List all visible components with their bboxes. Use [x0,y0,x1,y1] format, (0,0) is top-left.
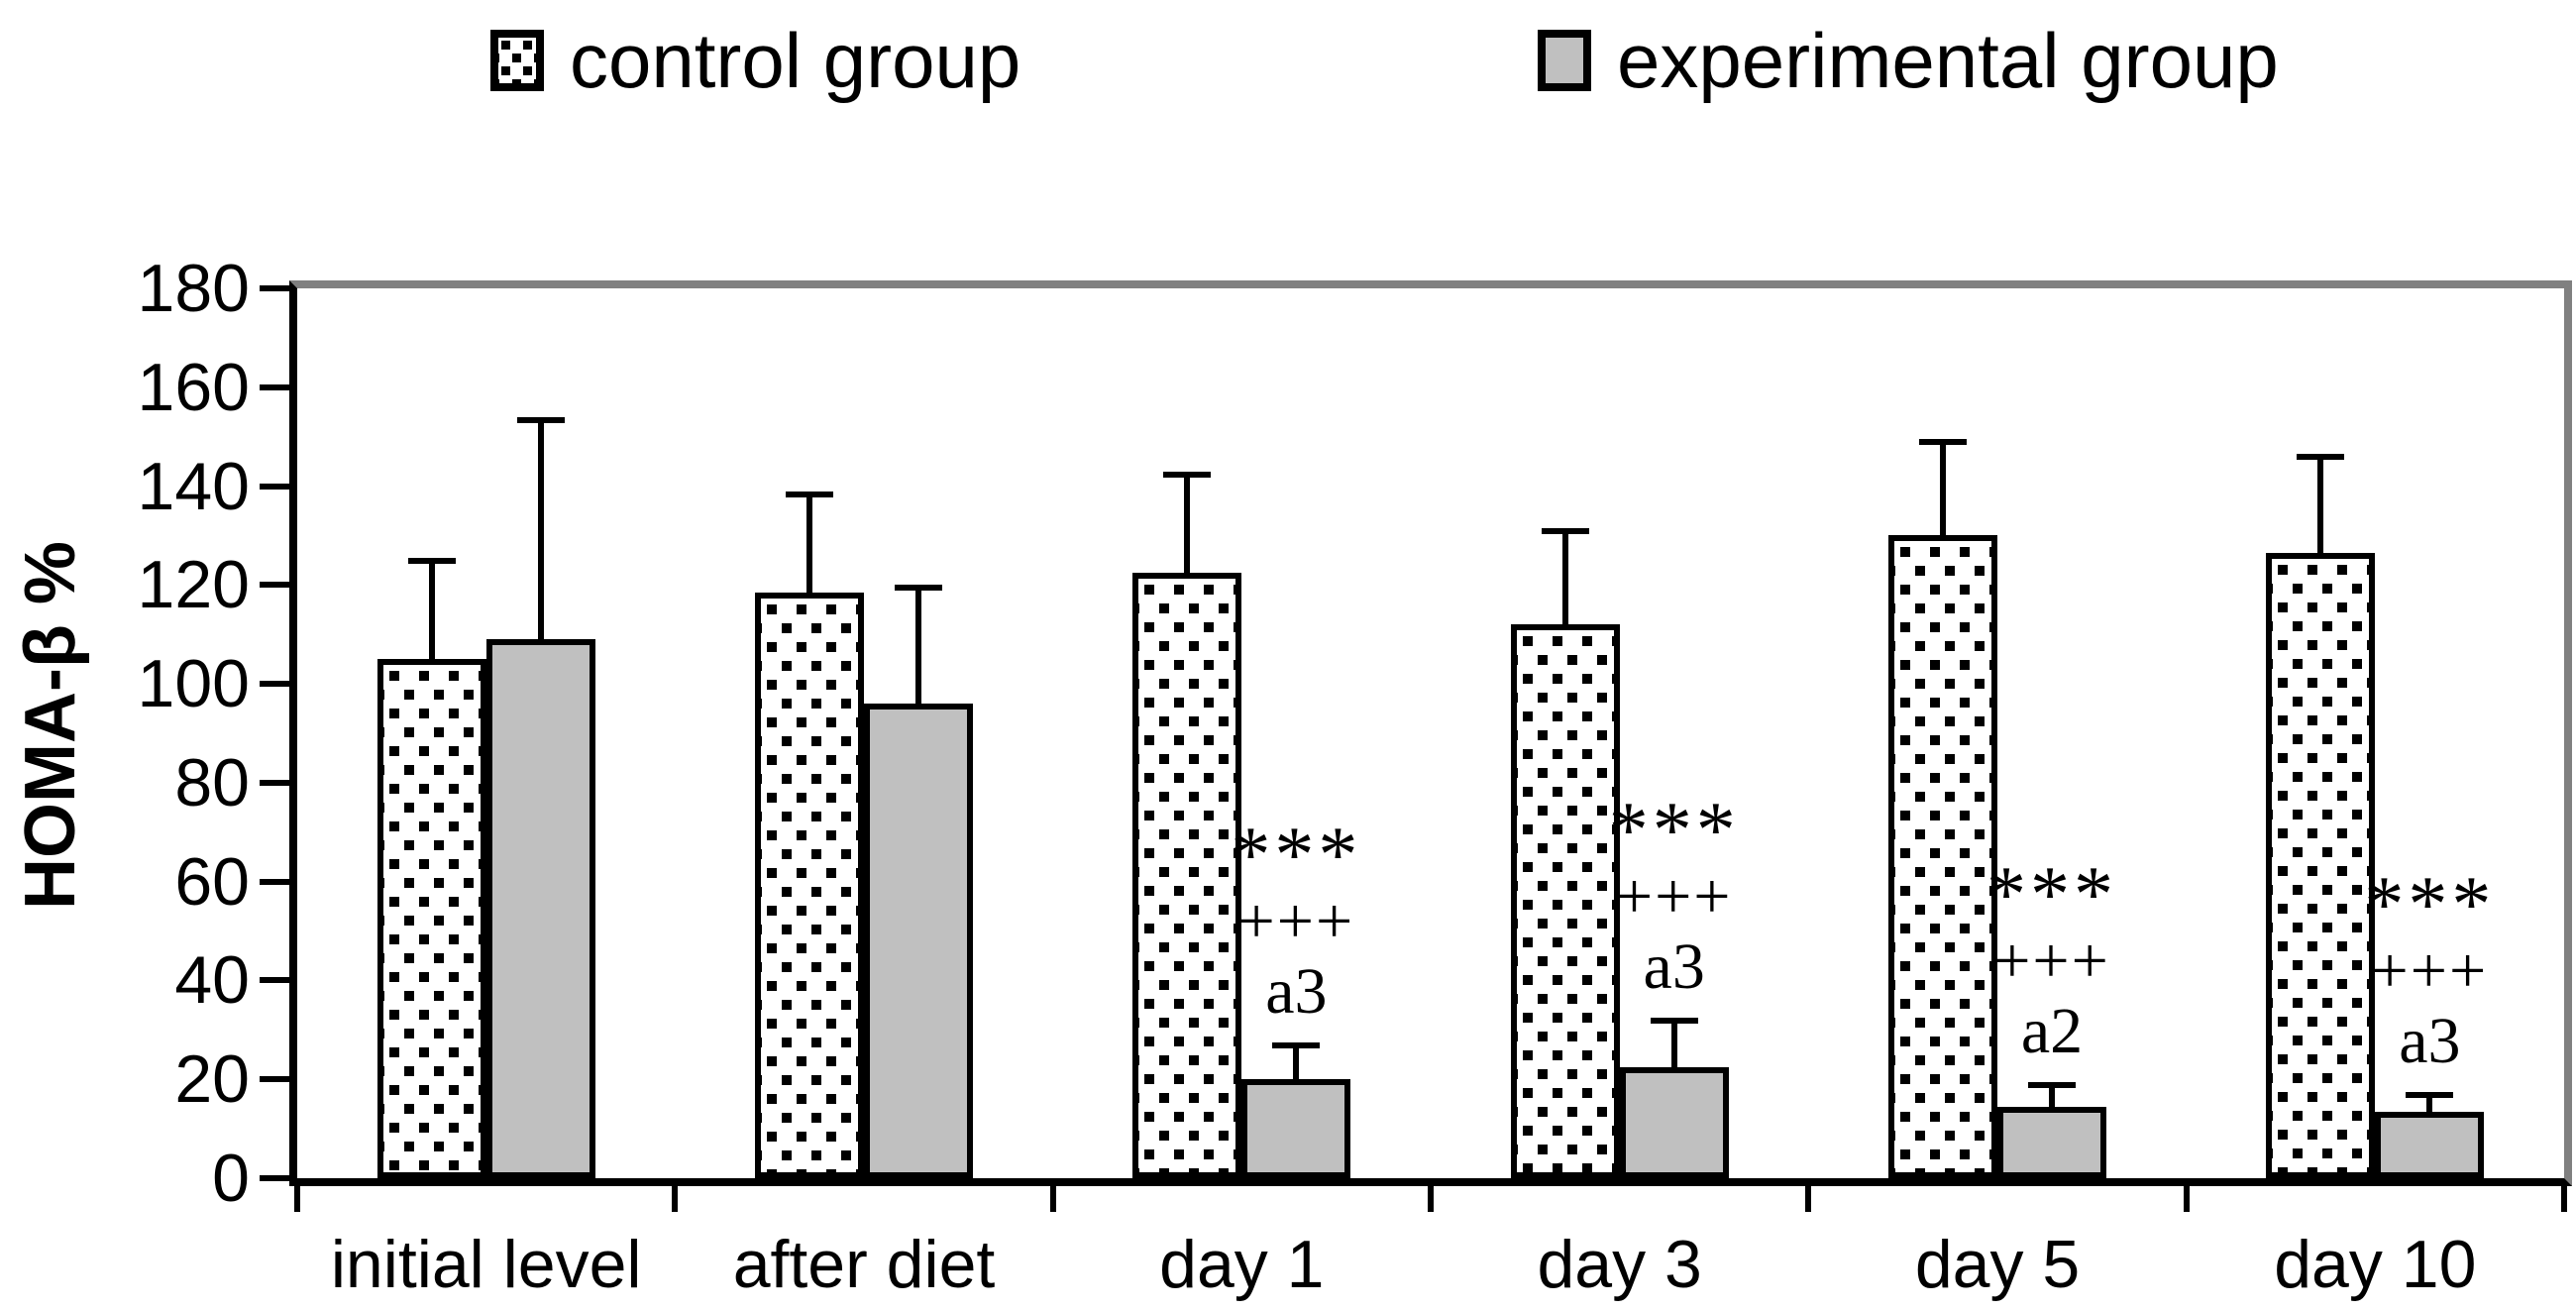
experimental-swatch-icon [1538,30,1591,91]
y-axis-tick [260,977,289,984]
error-bar-stem [1293,1041,1300,1082]
error-bar-cap [786,491,834,497]
bar-control-initial-level [376,659,486,1178]
x-axis-tick [294,1186,300,1212]
y-axis-tick [260,285,289,291]
bar-experimental-day-1 [1241,1079,1351,1178]
error-bar-cap [2028,1081,2077,1088]
annotation-line: a3 [1265,954,1328,1028]
plot-area: 0 20 40 60 80 100 120 140 160 180 initial level aft… [138,251,2572,1302]
legend-label-control: control group [570,17,1021,104]
error-bar-cap [2297,454,2345,461]
annotation-day-1: *** +++ a3 [1147,811,1445,1028]
error-bar-cap [895,585,943,592]
error-bar-stem [2426,1091,2433,1114]
y-axis-tick [260,383,289,390]
bar-experimental-day-3 [1619,1066,1729,1178]
x-category-label: day 5 [1914,1227,2081,1302]
bar-experimental-after-diet [864,704,974,1178]
y-tick-label: 60 [174,843,250,920]
x-axis-tick [1805,1186,1812,1212]
legend-label-experimental: experimental group [1617,17,2279,104]
error-bar-cap [1650,1017,1698,1024]
bar-experimental-initial-level [485,639,595,1178]
y-axis-tick [260,1076,289,1083]
annotation-line: a3 [2399,1004,2461,1077]
x-category-label: day 3 [1537,1227,1702,1302]
error-bar-stem [537,416,544,642]
legend-item-experimental: experimental group [1538,18,2279,103]
error-bar-stem [806,491,813,595]
error-bar-cap [2406,1091,2454,1098]
annotation-line: *** [1231,811,1362,899]
legend-item-control: control group [490,18,1020,103]
error-bar-stem [1184,471,1191,575]
x-axis-tick [1049,1186,1056,1212]
y-axis-tick [260,1175,289,1181]
bar-experimental-day-5 [1997,1106,2107,1178]
annotation-line: +++ [2371,933,2489,1007]
control-swatch-icon [490,30,544,91]
error-bar-stem [1561,527,1568,627]
x-category-label: day 10 [2274,1227,2477,1302]
y-axis-tick [260,582,289,589]
error-bar-cap [1163,471,1212,478]
y-axis-tick [260,483,289,490]
error-bar-stem [915,585,922,707]
annotation-day-3: *** +++ a3 [1526,786,1823,1003]
bar-control-day-5 [1888,535,1998,1178]
error-bar-stem [428,557,435,662]
bar-control-day-1 [1132,572,1242,1178]
y-tick-label: 100 [137,646,250,722]
y-tick-label: 40 [174,942,250,1019]
annotation-day-10: *** +++ a3 [2281,860,2576,1077]
x-category-label: initial level [330,1227,642,1302]
bar-control-after-diet [755,592,865,1178]
bar-experimental-day-10 [2375,1111,2485,1178]
y-axis-tick [260,779,289,786]
x-category-label: day 1 [1159,1227,1325,1302]
error-bar-stem [1940,439,1947,538]
x-axis-tick [672,1186,679,1212]
error-bar-cap [516,416,565,423]
error-bar-cap [1541,527,1589,534]
annotation-line: +++ [1615,859,1733,932]
bar-control-day-3 [1510,624,1620,1178]
error-bar-cap [407,557,456,564]
x-category-label: after diet [732,1227,996,1302]
x-axis-tick [1428,1186,1434,1212]
error-bar-cap [1919,439,1968,446]
error-bar-cap [1272,1041,1321,1048]
annotation-line: *** [2364,860,2496,948]
y-axis-tick [260,681,289,688]
annotation-line: *** [1608,786,1740,874]
y-axis-tick [260,878,289,885]
y-tick-label: 80 [174,744,250,820]
error-bar-stem [1670,1017,1677,1069]
y-tick-label: 160 [137,349,250,425]
y-tick-label: 120 [137,547,250,623]
y-tick-label: 20 [174,1041,250,1118]
bar-control-day-10 [2266,552,2376,1178]
error-bar-stem [2049,1081,2056,1109]
annotation-line: a3 [1643,929,1705,1003]
annotation-line: *** [1986,850,2118,938]
y-tick-label: 0 [212,1141,250,1216]
y-tick-label: 140 [137,448,250,524]
error-bar-stem [2317,454,2324,555]
y-tick-label: 180 [137,251,250,326]
annotation-line: a2 [2020,994,2084,1067]
x-axis-tick [2183,1186,2190,1212]
annotation-line: +++ [1993,924,2110,997]
annotation-day-5: *** +++ a2 [1903,850,2200,1067]
x-axis-tick [2561,1186,2567,1212]
annotation-line: +++ [1237,884,1355,957]
